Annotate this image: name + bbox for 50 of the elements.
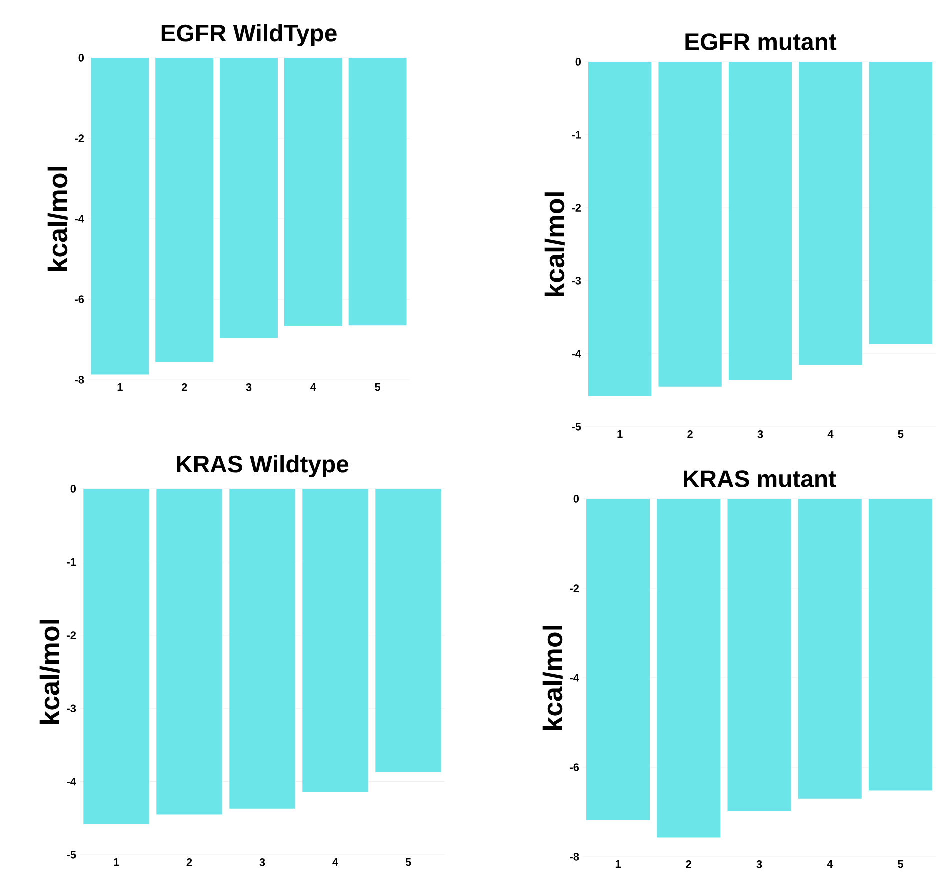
y-axis-title: kcal/mol	[542, 626, 563, 730]
y-tick-label: -3	[572, 277, 582, 285]
x-tick-label: 5	[898, 860, 904, 868]
x-tick-label: 3	[246, 384, 252, 392]
y-tick-label: 0	[574, 495, 580, 503]
y-tick-label: -4	[67, 778, 76, 786]
y-tick-label: 0	[78, 54, 84, 62]
x-tick-label: 3	[758, 430, 764, 438]
y-tick-label: -5	[67, 851, 76, 859]
x-tick-label: 4	[332, 858, 338, 866]
x-tick-label: 4	[827, 860, 834, 868]
y-axis-title: kcal/mol	[544, 192, 565, 296]
y-tick-label: -8	[75, 376, 84, 384]
x-tick-label: 5	[375, 384, 381, 392]
x-tick-label: 4	[828, 430, 834, 438]
x-tick-label: 3	[756, 860, 762, 868]
chart-title: EGFR WildType	[162, 24, 337, 46]
y-tick-label: -1	[572, 131, 582, 139]
y-tick-label: -4	[75, 215, 84, 223]
x-tick-label: 1	[618, 430, 623, 438]
y-tick-label: -4	[570, 674, 580, 682]
y-axis-title: kcal/mol	[48, 167, 68, 271]
y-tick-label: -2	[67, 632, 76, 640]
x-tick-label: 3	[260, 858, 266, 866]
x-tick-label: 4	[310, 384, 316, 392]
x-tick-label: 2	[686, 860, 692, 868]
y-tick-label: -2	[75, 134, 84, 142]
y-tick-label: -2	[570, 584, 580, 592]
y-tick-label: -2	[572, 204, 582, 212]
y-tick-label: -4	[572, 350, 582, 358]
x-tick-label: 2	[182, 384, 188, 392]
y-tick-label: -6	[75, 296, 84, 304]
y-tick-label: -3	[67, 704, 76, 712]
x-tick-label: 1	[616, 860, 622, 868]
x-tick-label: 5	[406, 858, 412, 866]
y-axis-title: kcal/mol	[40, 620, 60, 724]
x-tick-label: 1	[114, 858, 120, 866]
y-tick-label: 0	[576, 58, 582, 66]
x-tick-label: 2	[688, 430, 693, 438]
y-tick-label: -1	[67, 558, 76, 566]
x-tick-label: 2	[186, 858, 192, 866]
x-tick-label: 1	[118, 384, 123, 392]
y-tick-label: -5	[572, 423, 582, 431]
y-tick-label: 0	[70, 485, 76, 493]
chart-title: KRAS Wildtype	[177, 455, 349, 478]
chart-title: EGFR mutant	[686, 34, 837, 50]
x-tick-label: 5	[898, 430, 904, 438]
y-tick-label: -6	[570, 764, 580, 772]
y-tick-label: -8	[570, 853, 580, 861]
chart-title: KRAS mutant	[684, 470, 836, 488]
